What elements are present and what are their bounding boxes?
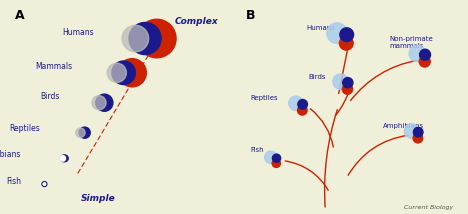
Text: Complex: Complex: [175, 17, 219, 26]
Circle shape: [60, 156, 66, 161]
Circle shape: [333, 74, 348, 89]
Circle shape: [118, 59, 146, 87]
Circle shape: [79, 127, 90, 138]
Text: Non-primate
mammals: Non-primate mammals: [389, 36, 433, 49]
Circle shape: [92, 96, 106, 110]
Text: Birds: Birds: [40, 92, 59, 101]
Circle shape: [129, 22, 161, 55]
Text: Amphibians: Amphibians: [383, 123, 424, 129]
Circle shape: [122, 25, 149, 52]
Text: A: A: [15, 9, 24, 22]
Text: Humans: Humans: [306, 25, 335, 31]
Text: B: B: [246, 9, 256, 22]
Text: Fish: Fish: [6, 177, 21, 186]
Text: Fish: Fish: [250, 147, 264, 153]
Circle shape: [413, 133, 423, 143]
Circle shape: [342, 84, 352, 94]
Text: Humans: Humans: [62, 28, 94, 37]
Text: Birds: Birds: [308, 74, 326, 80]
Circle shape: [264, 151, 277, 163]
Text: Current Biology: Current Biology: [404, 205, 453, 210]
Text: Reptiles: Reptiles: [9, 124, 40, 133]
Circle shape: [413, 127, 423, 137]
Circle shape: [419, 56, 430, 67]
Circle shape: [327, 23, 347, 43]
Circle shape: [409, 45, 425, 62]
Circle shape: [112, 61, 135, 85]
Circle shape: [343, 78, 353, 88]
Circle shape: [42, 181, 47, 187]
Circle shape: [76, 128, 85, 137]
Circle shape: [107, 63, 126, 82]
Text: Mammals: Mammals: [35, 62, 72, 71]
Circle shape: [339, 36, 353, 50]
Circle shape: [404, 124, 419, 138]
Text: Reptiles: Reptiles: [250, 95, 278, 101]
Circle shape: [298, 100, 307, 109]
Circle shape: [60, 155, 67, 162]
Circle shape: [298, 106, 307, 115]
Circle shape: [272, 154, 281, 162]
Text: Simple: Simple: [81, 194, 116, 203]
Circle shape: [62, 155, 68, 162]
Text: Amphibians: Amphibians: [0, 150, 21, 159]
Circle shape: [96, 94, 113, 111]
Circle shape: [420, 49, 431, 60]
Circle shape: [272, 159, 280, 167]
Circle shape: [340, 28, 353, 42]
Circle shape: [289, 96, 303, 110]
Circle shape: [138, 19, 176, 58]
